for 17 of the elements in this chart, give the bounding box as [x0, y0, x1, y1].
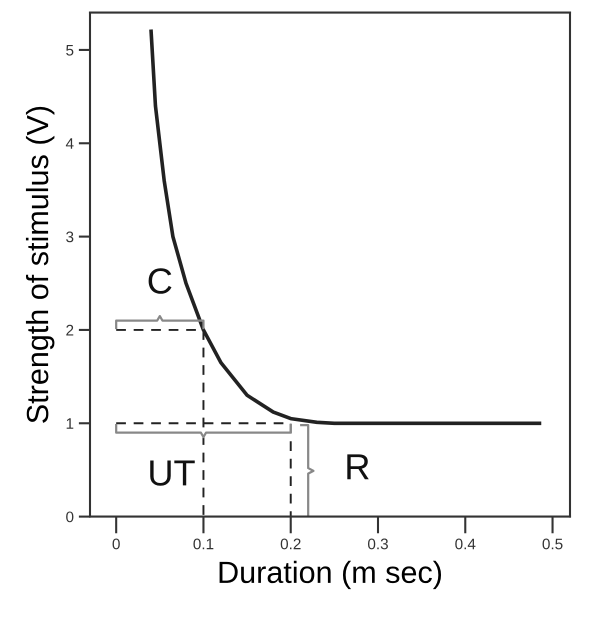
x-tick-label: 0.5 [542, 538, 563, 550]
y-tick-label: 1 [66, 418, 74, 429]
y-tick-label: 5 [66, 44, 74, 56]
x-tick-label: 0 [112, 538, 120, 550]
x-tick-label: 0.2 [280, 538, 301, 550]
annotation: C [148, 268, 172, 294]
y-tick-label: 2 [66, 324, 74, 336]
x-axis-title: Duration (m sec) [220, 560, 442, 590]
annotation: UT [150, 460, 195, 486]
x-tick-label: 0.1 [193, 538, 214, 550]
x-tick-label: 0.4 [455, 538, 476, 550]
y-tick-label: 4 [66, 138, 74, 149]
x-tick-label: 0.3 [368, 538, 388, 550]
y-tick-label: 0 [66, 511, 74, 522]
annotation: R [347, 454, 369, 480]
y-tick-label: 3 [66, 231, 74, 242]
y-axis-title: Strength of stimulus (V) [26, 106, 54, 423]
